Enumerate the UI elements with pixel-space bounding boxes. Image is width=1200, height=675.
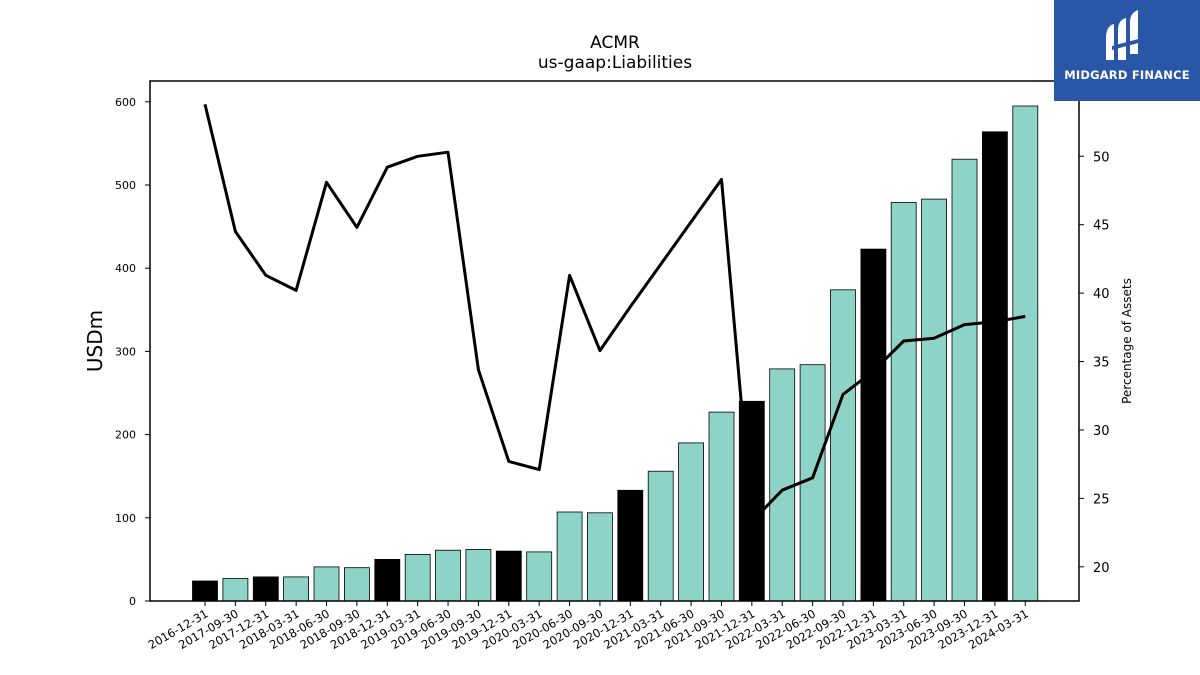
percentage-of-assets-line: [203, 103, 1026, 524]
y2-tick-label: 45: [1093, 219, 1110, 234]
bar-2019-09-30: [465, 549, 492, 602]
bar-2021-03-31: [647, 470, 674, 602]
y-axis-label: USDm: [83, 310, 107, 372]
bar-2023-09-30: [951, 158, 978, 602]
bar-2024-03-31: [1012, 105, 1039, 602]
y2-tick-label: 35: [1093, 356, 1110, 371]
y2-tick-label: 30: [1093, 424, 1110, 439]
bar-2018-06-30: [313, 566, 340, 602]
bar-2018-12-31: [374, 559, 401, 602]
bar-2020-12-31: [617, 489, 644, 602]
bar-2022-03-31: [769, 368, 796, 602]
line-series-layer: [203, 103, 1026, 524]
y2-axis-label: Percentage of Assets: [1120, 278, 1134, 404]
y-tick-label: 500: [115, 179, 136, 192]
y2-tick-label: 50: [1093, 150, 1110, 165]
y2-tick-label: 25: [1093, 492, 1110, 507]
y-tick-label: 100: [115, 512, 136, 525]
y-tick-label: 0: [129, 595, 136, 608]
bar-2017-09-30: [222, 578, 249, 602]
y2-tick-label: 20: [1093, 561, 1110, 576]
bar-2017-12-31: [252, 576, 279, 602]
y2-axis: 20 25 30 35 40 45 50: [1079, 150, 1110, 576]
logo-mark-icon: [1106, 10, 1142, 60]
bar-2021-09-30: [708, 411, 735, 602]
bar-series: [192, 105, 1039, 602]
bar-2022-12-31: [860, 248, 887, 602]
chart-subtitle: us-gaap:Liabilities: [538, 53, 692, 73]
bar-2023-12-31: [982, 131, 1008, 602]
bar-2022-09-30: [830, 289, 856, 602]
bar-2020-06-30: [556, 511, 583, 602]
bar-2018-09-30: [343, 567, 370, 602]
bar-2016-12-31: [192, 580, 218, 602]
bar-2019-03-31: [404, 554, 431, 602]
midgard-finance-logo: MIDGARD FINANCE: [1054, 0, 1200, 101]
bar-2021-06-30: [678, 442, 704, 602]
y-axis: 0 100 200 300 400 500 600: [115, 96, 150, 608]
plot-frame: [149, 80, 1080, 602]
y-tick-label: 600: [115, 96, 136, 109]
bar-2020-03-31: [526, 551, 553, 602]
bar-2018-03-31: [283, 576, 310, 602]
logo-text: MIDGARD FINANCE: [1064, 68, 1190, 82]
x-axis: 2016-12-312017-09-302017-12-312018-03-31…: [146, 601, 1031, 652]
y-tick-label: 200: [115, 429, 136, 442]
bar-2022-06-30: [799, 364, 826, 602]
chart-title: ACMR: [590, 33, 640, 53]
bar-2020-09-30: [587, 512, 613, 602]
y2-tick-label: 40: [1093, 287, 1110, 302]
bar-2023-03-31: [890, 202, 917, 602]
y-tick-label: 300: [115, 345, 136, 358]
y-tick-label: 400: [115, 262, 136, 275]
bar-2023-06-30: [921, 198, 947, 602]
bar-2019-12-31: [495, 550, 522, 602]
bar-2019-06-30: [435, 549, 461, 602]
